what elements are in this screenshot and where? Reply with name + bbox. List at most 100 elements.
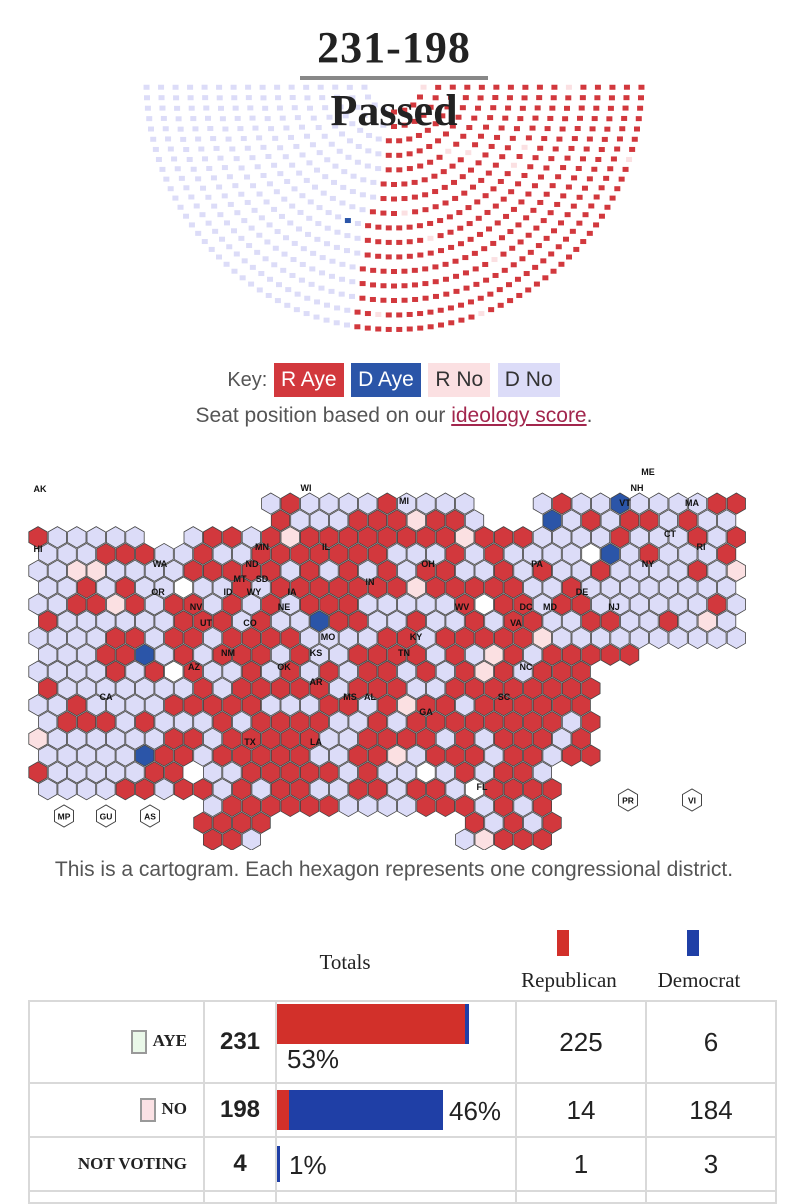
district-hex[interactable] [164,593,184,616]
district-hex[interactable] [144,727,164,750]
district-hex[interactable] [610,593,630,616]
district-hex[interactable] [435,559,455,582]
district-hex[interactable] [329,542,349,566]
district-hex[interactable] [445,710,465,734]
district-hex[interactable] [591,526,611,549]
district-hex[interactable] [581,576,601,599]
district-hex[interactable] [135,610,155,633]
district-hex[interactable] [232,576,252,599]
district-hex[interactable] [464,509,485,532]
district-hex[interactable] [620,576,640,599]
district-hex[interactable] [106,559,126,582]
district-hex[interactable] [678,576,698,599]
district-hex[interactable] [183,660,203,683]
district-hex[interactable] [542,778,562,801]
district-hex[interactable] [542,643,562,666]
district-hex[interactable] [416,559,436,582]
district-hex[interactable] [76,643,97,666]
district-hex[interactable] [212,811,232,834]
district-hex[interactable] [387,542,407,566]
district-hex[interactable] [406,744,426,767]
district-hex[interactable] [115,576,135,599]
district-hex[interactable] [552,492,572,515]
district-hex[interactable] [309,643,329,666]
district-hex[interactable] [76,778,97,801]
district-hex[interactable] [57,542,77,566]
district-hex[interactable] [649,626,669,650]
district-hex[interactable] [455,593,475,616]
district-hex[interactable] [300,727,320,750]
district-hex[interactable] [67,626,87,650]
district-hex[interactable] [494,828,514,850]
district-hex[interactable] [290,710,310,734]
district-hex[interactable] [464,576,485,599]
district-hex[interactable] [639,576,659,599]
district-hex[interactable] [707,593,727,616]
district-hex[interactable] [464,778,485,801]
district-hex[interactable] [300,694,320,717]
district-hex[interactable] [552,526,572,549]
district-hex[interactable] [435,660,455,683]
district-hex[interactable] [610,626,630,650]
ideology-score-link[interactable]: ideology score [451,404,587,427]
district-hex[interactable] [513,526,533,549]
district-hex[interactable] [222,660,242,683]
territory-hex[interactable] [618,788,638,812]
district-hex[interactable] [445,509,465,532]
district-hex[interactable] [47,761,67,784]
district-hex[interactable] [697,542,717,566]
district-hex[interactable] [697,576,717,599]
district-hex[interactable] [561,610,582,633]
district-hex[interactable] [426,643,446,666]
district-hex[interactable] [251,710,271,734]
district-hex[interactable] [270,542,291,566]
district-hex[interactable] [445,744,465,767]
district-hex[interactable] [290,677,310,700]
district-hex[interactable] [57,677,77,700]
district-hex[interactable] [377,492,397,515]
district-hex[interactable] [726,526,746,549]
district-hex[interactable] [484,576,504,599]
district-hex[interactable] [387,744,407,767]
district-hex[interactable] [416,492,436,515]
district-hex[interactable] [406,509,426,532]
district-hex[interactable] [135,744,155,767]
district-hex[interactable] [532,593,552,616]
district-hex[interactable] [86,526,106,549]
district-hex[interactable] [280,593,300,616]
district-hex[interactable] [222,626,242,650]
district-hex[interactable] [629,492,649,515]
district-hex[interactable] [668,526,688,549]
district-hex[interactable] [474,526,494,549]
district-hex[interactable] [203,526,223,549]
district-hex[interactable] [387,509,407,532]
district-hex[interactable] [300,794,320,818]
district-hex[interactable] [164,727,184,750]
district-hex[interactable] [222,727,242,750]
district-hex[interactable] [435,794,455,818]
district-hex[interactable] [377,626,397,650]
district-hex[interactable] [135,710,155,734]
district-hex[interactable] [173,778,194,801]
territory-hex[interactable] [96,804,116,828]
district-hex[interactable] [173,677,194,700]
district-hex[interactable] [542,677,562,700]
district-hex[interactable] [290,610,310,633]
district-hex[interactable] [241,526,261,549]
district-hex[interactable] [38,778,58,801]
district-hex[interactable] [688,593,708,616]
district-hex[interactable] [300,660,320,683]
district-hex[interactable] [532,794,552,818]
district-hex[interactable] [600,643,620,666]
district-hex[interactable] [397,794,417,818]
district-hex[interactable] [38,677,58,700]
district-hex[interactable] [474,761,494,784]
district-hex[interactable] [86,694,106,717]
district-hex[interactable] [629,526,649,549]
district-hex[interactable] [620,542,640,566]
district-hex[interactable] [173,576,194,599]
district-hex[interactable] [115,643,135,666]
district-hex[interactable] [464,542,485,566]
district-hex[interactable] [552,694,572,717]
district-hex[interactable] [658,509,678,532]
